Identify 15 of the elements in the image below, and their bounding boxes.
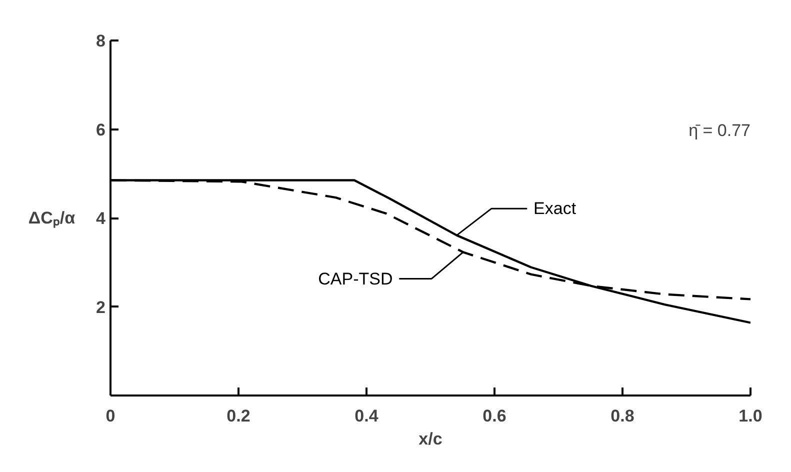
x-tick-label: 0 bbox=[106, 406, 116, 426]
annotation: η̄ = 0.77 bbox=[688, 120, 751, 140]
y-axis-title: ΔCₚ/α bbox=[28, 208, 76, 228]
text: Exact bbox=[534, 199, 576, 218]
text: CAP-TSD bbox=[318, 269, 393, 288]
x-tick-label: 0.4 bbox=[354, 406, 379, 426]
y-tick-label: 6 bbox=[96, 120, 106, 140]
x-tick-label: 0.6 bbox=[482, 406, 506, 426]
x-tick-label: 0.8 bbox=[610, 406, 634, 426]
y-tick-label: 4 bbox=[96, 209, 106, 228]
x-tick-label: 0.2 bbox=[226, 406, 250, 426]
x-tick-label: 1.0 bbox=[738, 406, 762, 426]
y-tick-label: 2 bbox=[96, 298, 106, 317]
x-axis-title: x/c bbox=[418, 430, 442, 448]
y-tick-label: 8 bbox=[96, 32, 106, 50]
